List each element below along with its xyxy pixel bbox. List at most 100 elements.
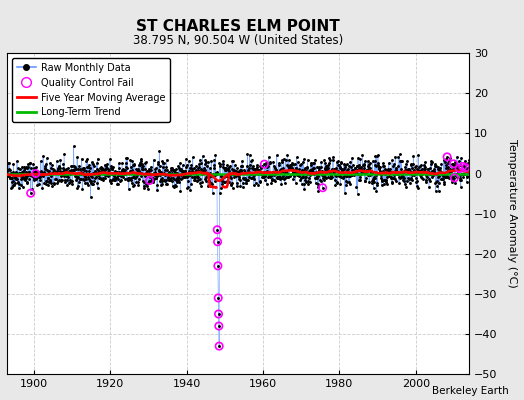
Point [45, 170, 53, 177]
Point [242, 180, 250, 186]
Point [187, 165, 195, 171]
Point [203, 171, 211, 178]
Point [10, 171, 18, 177]
Point [366, 164, 374, 171]
Point [269, 177, 278, 184]
Point [12, 176, 20, 182]
Point [387, 169, 395, 176]
Point [67, 167, 75, 173]
Point [23, 165, 31, 172]
Point [400, 181, 409, 187]
Point [327, 173, 335, 180]
Point [358, 167, 366, 173]
Point [151, 166, 160, 172]
Point [363, 167, 371, 174]
Point [445, 166, 454, 172]
Point [282, 170, 291, 176]
Point [446, 155, 454, 161]
Point [248, 157, 256, 163]
Point [208, 181, 216, 188]
Point [406, 170, 414, 177]
Point [431, 180, 440, 186]
Point [343, 173, 351, 180]
Point [454, 167, 463, 174]
Point [109, 176, 117, 182]
Point [202, 178, 211, 184]
Point [85, 168, 93, 174]
Point [334, 158, 342, 164]
Point [142, 180, 150, 187]
Point [39, 170, 47, 177]
Point [228, 158, 236, 164]
Point [242, 177, 250, 183]
Point [244, 169, 253, 175]
Point [244, 166, 252, 173]
Point [437, 161, 445, 167]
Point [151, 172, 159, 178]
Point [228, 158, 237, 164]
Point [337, 167, 346, 173]
Point [219, 164, 227, 170]
Point [365, 178, 373, 185]
Point [179, 162, 187, 168]
Point [304, 178, 312, 184]
Point [211, 178, 219, 185]
Point [155, 168, 163, 175]
Point [203, 182, 212, 189]
Point [238, 158, 246, 164]
Point [40, 171, 48, 178]
Point [377, 175, 385, 181]
Point [310, 170, 318, 177]
Point [451, 180, 459, 186]
Point [62, 168, 71, 174]
Point [354, 162, 363, 168]
Point [358, 152, 367, 159]
Point [435, 180, 444, 186]
Point [238, 184, 247, 190]
Point [170, 176, 178, 182]
Point [152, 174, 160, 181]
Point [363, 158, 372, 164]
Point [320, 177, 328, 184]
Point [60, 166, 69, 173]
Point [34, 169, 42, 176]
Point [47, 165, 55, 172]
Point [153, 187, 161, 194]
Point [422, 177, 430, 184]
Point [26, 160, 35, 166]
Point [266, 160, 274, 166]
Point [452, 171, 460, 178]
Point [390, 160, 398, 167]
Point [61, 172, 70, 179]
Point [217, 180, 226, 187]
Point [32, 164, 40, 170]
Point [389, 163, 398, 170]
Point [280, 156, 288, 162]
Point [339, 174, 347, 181]
Point [325, 155, 333, 161]
Point [131, 170, 139, 177]
Point [219, 161, 227, 168]
Point [80, 172, 88, 178]
Point [403, 157, 411, 164]
Point [4, 160, 12, 166]
Point [276, 176, 284, 182]
Point [424, 170, 432, 176]
Point [352, 170, 360, 177]
Point [174, 163, 182, 170]
Point [331, 172, 339, 178]
Point [43, 178, 51, 184]
Point [83, 164, 91, 170]
Point [124, 177, 132, 183]
Point [396, 158, 405, 164]
Point [259, 172, 268, 179]
Point [220, 174, 228, 180]
Point [255, 179, 264, 186]
Point [289, 169, 297, 175]
Point [336, 159, 345, 166]
Point [326, 174, 335, 181]
Point [177, 166, 185, 173]
Point [352, 184, 361, 190]
Point [167, 167, 176, 173]
Point [342, 172, 350, 179]
